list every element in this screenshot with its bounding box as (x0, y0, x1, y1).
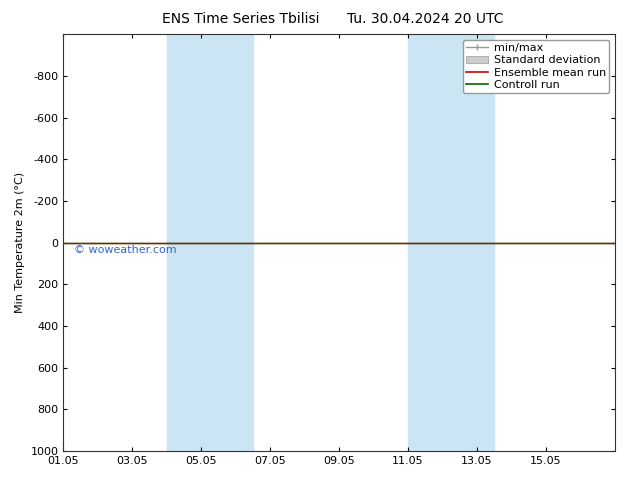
Bar (408, 34, 495, 451)
Legend: min/max, Standard deviation, Ensemble mean run, Controll run: min/max, Standard deviation, Ensemble me… (463, 40, 609, 93)
Bar (167, 34, 253, 451)
Y-axis label: Min Temperature 2m (°C): Min Temperature 2m (°C) (15, 172, 25, 313)
Text: Tu. 30.04.2024 20 UTC: Tu. 30.04.2024 20 UTC (347, 12, 503, 26)
Text: © woweather.com: © woweather.com (74, 245, 177, 255)
Text: ENS Time Series Tbilisi: ENS Time Series Tbilisi (162, 12, 320, 26)
